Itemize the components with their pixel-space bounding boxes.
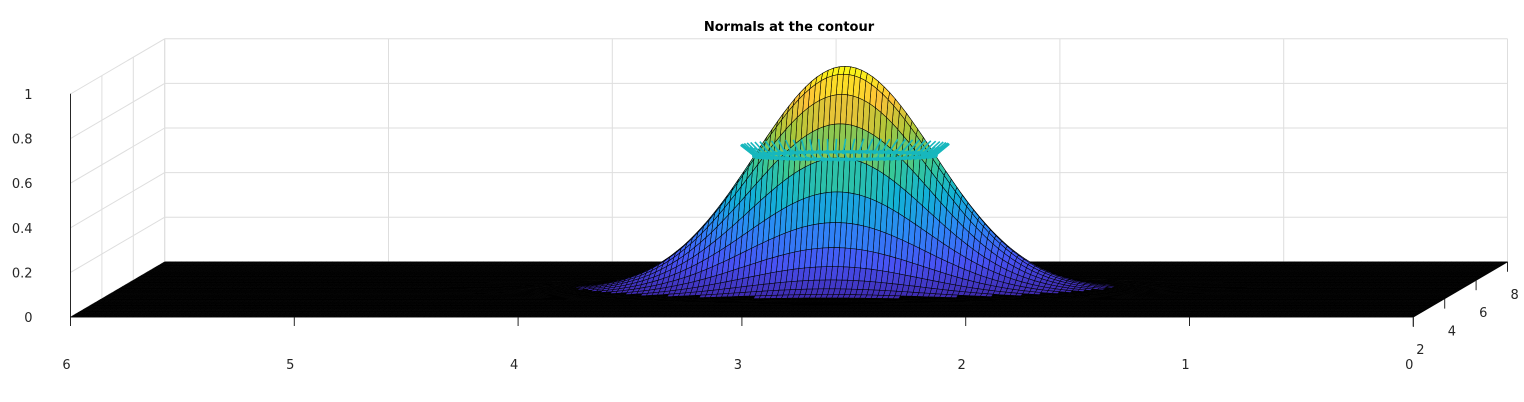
grid-line — [70, 127, 165, 184]
grid-line — [70, 82, 165, 140]
grid-line — [70, 172, 165, 229]
surface-mesh — [69, 66, 1509, 318]
grid-line — [70, 38, 165, 95]
grid-line — [70, 216, 165, 273]
chart-title: Normals at the contour — [704, 20, 875, 35]
